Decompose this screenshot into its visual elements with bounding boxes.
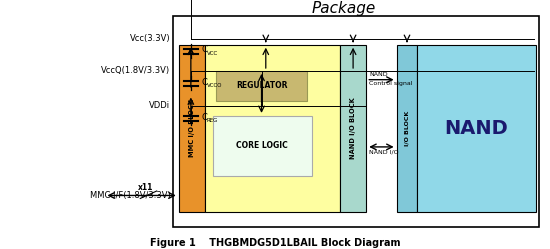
Text: I/O BLOCK: I/O BLOCK bbox=[404, 111, 410, 146]
Text: Figure 1    THGBMDG5D1LBAIL Block Diagram: Figure 1 THGBMDG5D1LBAIL Block Diagram bbox=[150, 238, 400, 248]
Text: VCCO: VCCO bbox=[207, 83, 222, 88]
Text: REG: REG bbox=[207, 118, 218, 123]
Text: Vcc(3.3V): Vcc(3.3V) bbox=[130, 34, 170, 43]
Text: VDDi: VDDi bbox=[150, 101, 170, 110]
Text: C: C bbox=[201, 113, 207, 122]
Bar bbox=[205, 45, 340, 212]
Text: x11: x11 bbox=[138, 183, 153, 192]
Text: C: C bbox=[201, 78, 207, 87]
Bar bbox=[417, 45, 536, 212]
Text: NAND: NAND bbox=[369, 72, 388, 77]
Bar bbox=[179, 45, 205, 212]
Text: REGULATOR: REGULATOR bbox=[236, 81, 287, 90]
Text: VccQ(1.8V/3.3V): VccQ(1.8V/3.3V) bbox=[101, 66, 170, 75]
Text: CORE LOGIC: CORE LOGIC bbox=[236, 141, 288, 150]
Text: Control signal: Control signal bbox=[369, 81, 412, 86]
Bar bbox=[216, 71, 307, 101]
Bar bbox=[213, 116, 312, 176]
Text: NAND I/O BLOCK: NAND I/O BLOCK bbox=[350, 97, 356, 159]
Text: C: C bbox=[201, 45, 207, 54]
Bar bbox=[397, 45, 417, 212]
Text: MMC I/F(1.8V/3.3V): MMC I/F(1.8V/3.3V) bbox=[90, 191, 170, 200]
Bar bbox=[340, 45, 366, 212]
Text: VCC: VCC bbox=[207, 51, 218, 56]
Text: NAND: NAND bbox=[445, 119, 508, 138]
Bar bbox=[173, 16, 539, 227]
Text: MMC I/O BLOCK: MMC I/O BLOCK bbox=[189, 99, 195, 157]
Text: Package: Package bbox=[312, 1, 376, 16]
Text: NAND I/O: NAND I/O bbox=[369, 149, 399, 154]
